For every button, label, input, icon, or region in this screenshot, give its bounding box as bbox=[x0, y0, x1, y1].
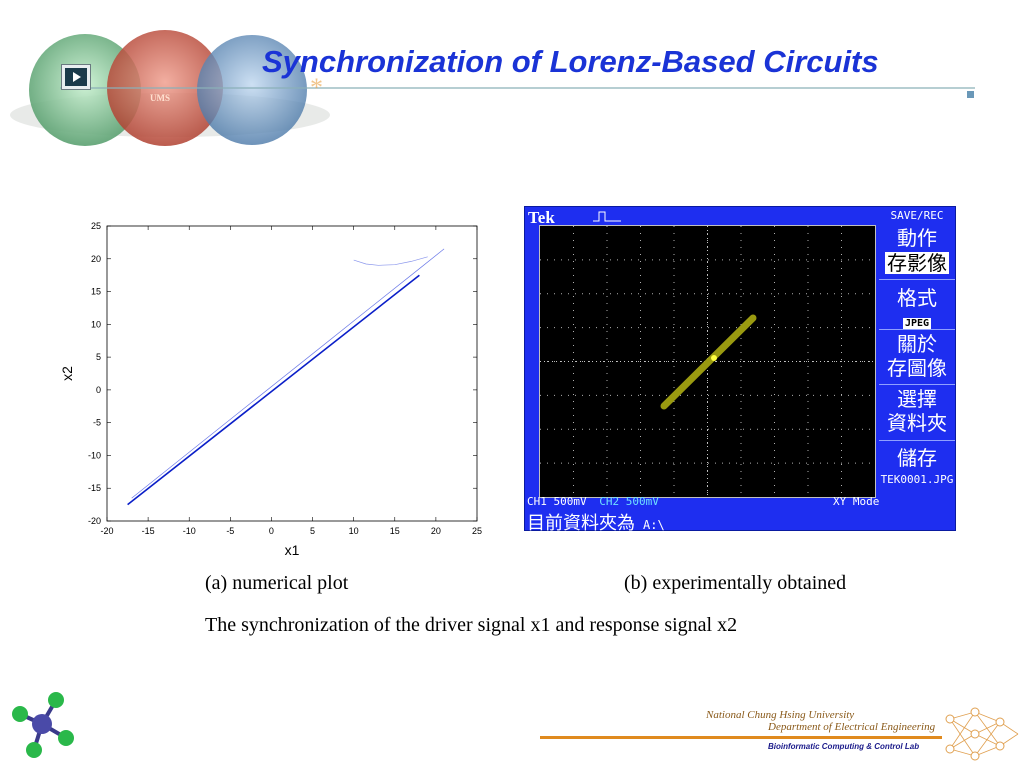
trigger-icon bbox=[593, 211, 621, 222]
y-tick-label-7: 15 bbox=[91, 287, 101, 297]
header-banner: * UMS bbox=[0, 0, 1024, 150]
caption-a: (a) numerical plot bbox=[205, 572, 349, 594]
folder-drive: A:\ bbox=[643, 518, 665, 532]
x-tick-label-8: 20 bbox=[431, 526, 441, 536]
x-tick-label-2: -10 bbox=[183, 526, 196, 536]
footer-department: Department of Electrical Engineering bbox=[768, 721, 936, 733]
x-tick-label-9: 25 bbox=[472, 526, 482, 536]
menu-about-2[interactable]: 存圖像 bbox=[887, 356, 947, 380]
scope-menu: SAVE/REC 動作 存影像 格式 JPEG 關於 存圖像 選擇 資料夾 儲存… bbox=[877, 207, 957, 507]
slide-title: Synchronization of Lorenz-Based Circuits bbox=[262, 44, 879, 79]
oscilloscope-screen: Tek SAVE/REC 動作 存影像 格式 JPEG 關於 存圖像 選擇 資料… bbox=[524, 206, 957, 534]
menu-save-rec[interactable]: SAVE/REC bbox=[890, 209, 944, 222]
footer-university: National Chung Hsing University bbox=[706, 709, 855, 721]
svg-text:*: * bbox=[310, 73, 323, 102]
ch2-label: CH2 bbox=[599, 495, 620, 508]
y-tick-label-0: -20 bbox=[88, 516, 101, 526]
play-icon[interactable] bbox=[61, 64, 91, 90]
y-tick-label-3: -5 bbox=[93, 418, 101, 428]
scope-mode: XY Mode bbox=[833, 495, 880, 508]
x-tick-label-3: -5 bbox=[226, 526, 234, 536]
series-line-0 bbox=[127, 274, 420, 506]
footer-divider bbox=[540, 736, 942, 739]
x-tick-label-6: 10 bbox=[349, 526, 359, 536]
footer-lab: Bioinformatic Computing & Control Lab bbox=[768, 742, 920, 751]
caption-b: (b) experimentally obtained bbox=[624, 572, 847, 594]
menu-save-image[interactable]: 存影像 bbox=[885, 251, 949, 275]
y-tick-label-6: 10 bbox=[91, 319, 101, 329]
x-axis-label: x1 bbox=[285, 542, 300, 558]
y-tick-label-9: 25 bbox=[91, 221, 101, 231]
menu-action[interactable]: 動作 bbox=[897, 226, 937, 250]
series-line-2 bbox=[353, 256, 428, 266]
menu-select-2[interactable]: 資料夾 bbox=[887, 411, 947, 435]
x-tick-label-0: -20 bbox=[100, 526, 113, 536]
banner-accent-square bbox=[967, 91, 974, 98]
scope-folder: 目前資料夾為 A:\ bbox=[527, 509, 665, 535]
scope-graticule bbox=[539, 225, 876, 498]
y-axis-label: x2 bbox=[60, 366, 75, 381]
y-tick-label-1: -15 bbox=[88, 483, 101, 493]
x-tick-label-1: -15 bbox=[142, 526, 155, 536]
ch1-label: CH1 bbox=[527, 495, 547, 508]
y-tick-label-2: -10 bbox=[88, 450, 101, 460]
y-tick-label-5: 5 bbox=[96, 352, 101, 362]
scope-status: CH1 500mV CH2 500mV bbox=[527, 495, 659, 508]
menu-select-1[interactable]: 選擇 bbox=[897, 387, 937, 411]
banner-logo-text: UMS bbox=[150, 93, 170, 103]
neural-network-icon bbox=[945, 707, 1019, 761]
menu-jpeg[interactable]: JPEG bbox=[902, 318, 932, 329]
menu-store[interactable]: 儲存 bbox=[897, 446, 937, 470]
molecule-icon bbox=[12, 692, 74, 758]
series-line-1 bbox=[131, 248, 445, 499]
caption-description: The synchronization of the driver signal… bbox=[205, 614, 738, 636]
y-tick-label-4: 0 bbox=[96, 385, 101, 395]
ch1-scale: 500mV bbox=[553, 495, 587, 508]
menu-filename: TEK0001.JPG bbox=[880, 473, 954, 486]
xy-trace bbox=[660, 314, 757, 410]
banner-globe-blue bbox=[197, 35, 307, 145]
menu-about-1[interactable]: 關於 bbox=[897, 332, 937, 356]
ch2-scale: 500mV bbox=[625, 495, 659, 508]
x-tick-label-4: 0 bbox=[269, 526, 274, 536]
y-tick-label-8: 20 bbox=[91, 254, 101, 264]
menu-format[interactable]: 格式 bbox=[897, 286, 937, 310]
numerical-plot: -20 -15 -10 -5 0 5 10 15 20 25 -20 -15 -10 -5 0 5 10 15 20… bbox=[60, 221, 482, 558]
folder-label: 目前資料夾為 bbox=[527, 513, 635, 534]
x-tick-label-5: 5 bbox=[310, 526, 315, 536]
scope-brand: Tek bbox=[528, 208, 555, 227]
xy-cursor bbox=[711, 355, 717, 361]
banner-globe-green bbox=[29, 34, 141, 146]
x-tick-label-7: 15 bbox=[390, 526, 400, 536]
